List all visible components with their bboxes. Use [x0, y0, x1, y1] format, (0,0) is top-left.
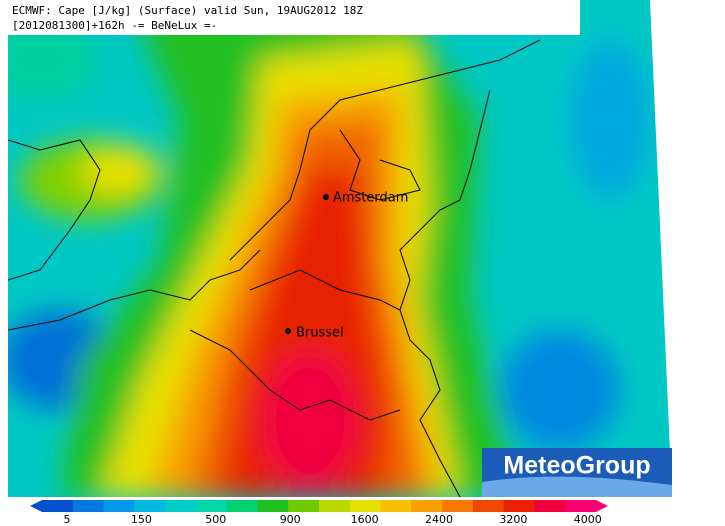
cape-field [8, 0, 672, 497]
colorbar-label: 2400 [425, 513, 453, 526]
colorbar-label: 4000 [574, 513, 602, 526]
colorbar-segment [319, 500, 351, 512]
colorbar-segment [534, 500, 566, 512]
colorbar-segment [349, 500, 382, 512]
colorbar-segment [565, 500, 597, 512]
colorbar-segment [72, 500, 105, 512]
colorbar-segment [134, 500, 166, 512]
colorbar-arrow [596, 500, 608, 512]
header-line: [2012081300]+162h -= BeNeLux =- [12, 19, 217, 32]
header-box [8, 0, 580, 35]
colorbar-segment [226, 500, 258, 512]
city-dot [285, 328, 291, 334]
colorbar-segment [411, 500, 443, 512]
colorbar-segment [165, 500, 197, 512]
colorbar-label: 500 [205, 513, 226, 526]
colorbar-segment [380, 500, 412, 512]
colorbar-label: 900 [280, 513, 301, 526]
coastlines [8, 39, 541, 497]
colorbar-segment [257, 500, 289, 512]
colorbar-segment [288, 500, 320, 512]
colorbar-label: 3200 [499, 513, 527, 526]
colorbar-label: 5 [64, 513, 71, 526]
city-dot [323, 194, 329, 200]
colorbar-segment [195, 500, 228, 512]
colorbar-label: 150 [131, 513, 152, 526]
logo: MeteoGroup [482, 448, 672, 497]
colorbar-segment [442, 500, 474, 512]
colorbar-segment [42, 500, 74, 512]
colorbar-segment [103, 500, 135, 512]
header-line: ECMWF: Cape [J/kg] (Surface) valid Sun, … [12, 4, 363, 17]
colorbar-arrow [30, 500, 42, 512]
city-label: Brussel [296, 326, 344, 341]
colorbar-segment [503, 500, 535, 512]
colorbar-label: 1600 [351, 513, 379, 526]
logo-text: MeteoGroup [503, 452, 650, 480]
city-label: Amsterdam [333, 191, 408, 206]
colorbar-segment [472, 500, 505, 512]
